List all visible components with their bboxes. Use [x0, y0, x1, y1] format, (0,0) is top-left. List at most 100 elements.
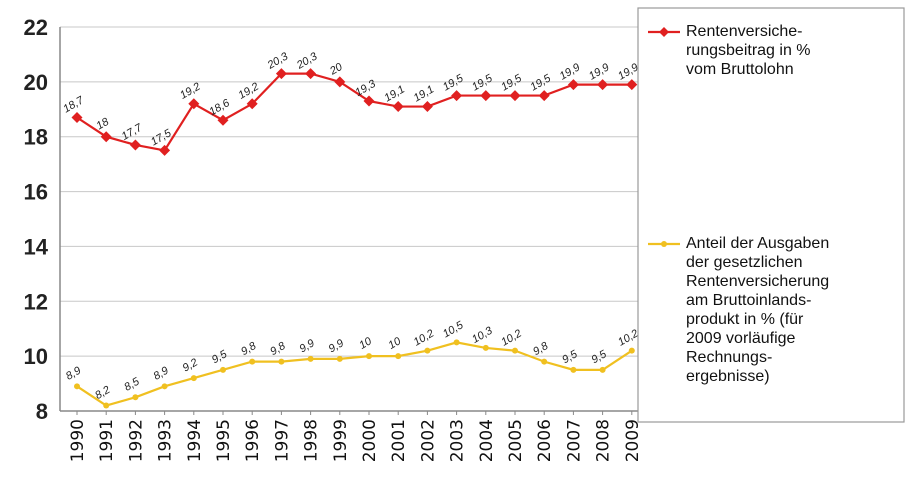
x-tick-label-2001: 2001 [389, 419, 409, 462]
series-2-data-label-2003: 10,5 [441, 319, 466, 341]
series-2-data-label-2005: 10,2 [499, 328, 524, 349]
legend-label-2-line-1: Anteil der Ausgaben [686, 235, 829, 252]
series-1-point-2008 [597, 79, 609, 91]
legend-swatch-marker-1 [659, 27, 669, 37]
x-tick-label-1992: 1992 [126, 419, 146, 462]
x-tick-label-1995: 1995 [214, 419, 234, 462]
y-tick-label-16: 16 [24, 180, 48, 205]
series-2-data-label-1997: 9,8 [268, 340, 288, 358]
series-1-point-2001 [392, 101, 404, 113]
series-2 [74, 339, 635, 409]
series-2-data-label-1993: 8,9 [151, 365, 170, 383]
legend-entry-2: Anteil der Ausgaben der gesetzlichen Rente… [648, 235, 829, 385]
legend-label-2-line-7: Rechnungs- [686, 349, 772, 366]
series-1-point-1998 [305, 68, 317, 80]
series-1-data-label-2009: 19,9 [616, 61, 641, 82]
axis-layer: 8 10 12 14 16 18 20 22 1990 1991 1992 1993 1994 1995 1… [24, 15, 643, 462]
x-tick-label-1999: 1999 [331, 419, 351, 462]
series-2-data-label-2007: 9,5 [560, 348, 580, 366]
series-2-point-1999 [336, 355, 343, 362]
legend-label-2-line-2: der gesetzlichen [686, 254, 803, 271]
series-1-point-1992 [129, 139, 141, 151]
legend-label-2-line-3: Rentenversicherung [686, 273, 829, 290]
series-2-data-label-1995: 9,5 [210, 348, 230, 366]
series-1-data-label-2003: 19,5 [441, 72, 466, 94]
series-2-point-2007 [570, 366, 577, 373]
x-tick-label-2000: 2000 [360, 419, 380, 462]
series-1-point-1990 [71, 112, 83, 124]
series-2-point-1997 [278, 358, 285, 365]
series-2-point-2006 [541, 358, 548, 365]
x-tick-label-2008: 2008 [594, 419, 614, 462]
series-2-point-2001 [395, 353, 402, 360]
series-2-data-label-1996: 9,8 [239, 340, 259, 358]
x-tick-label-2007: 2007 [564, 419, 584, 462]
series-2-point-1992 [132, 394, 139, 401]
y-tick-label-14: 14 [24, 234, 49, 259]
series-2-point-2009 [628, 347, 635, 354]
legend-label-2-line-6: 2009 vorläufige [686, 330, 796, 347]
x-tick-label-1993: 1993 [156, 419, 176, 462]
series-2-data-label-2008: 9,5 [589, 348, 609, 366]
series-2-point-1998 [307, 355, 314, 362]
y-tick-label-10: 10 [24, 344, 48, 369]
series-2-point-2005 [512, 347, 518, 354]
series-2-data-label-2006: 9,8 [531, 340, 551, 358]
series-layer [71, 68, 638, 409]
series-1-data-label-2005: 19,5 [499, 72, 524, 94]
series-1-data-label-1990: 18,7 [61, 94, 86, 116]
x-tick-label-2004: 2004 [477, 419, 497, 462]
series-1-point-2005 [509, 90, 521, 102]
data-label-layer: 18,718 17,7 17,519,218,619,220,3 20,3 2019,3… [61, 50, 640, 402]
series-1-point-1996 [246, 98, 258, 110]
x-tick-label-1998: 1998 [302, 419, 322, 462]
series-2-data-label-2004: 10,3 [470, 324, 495, 346]
series-1-data-label-1993: 17,5 [149, 127, 174, 149]
x-tick-label-2006: 2006 [535, 419, 555, 462]
series-1 [71, 68, 638, 156]
series-2-data-label-1998: 9,9 [297, 337, 316, 355]
series-1-point-2006 [538, 90, 550, 102]
series-1-point-2003 [451, 90, 463, 102]
series-1-point-1994 [188, 98, 200, 110]
x-tick-label-1996: 1996 [243, 419, 263, 462]
series-2-data-label-2000: 10 [357, 335, 374, 352]
series-2-point-1994 [190, 375, 197, 382]
legend-box [637, 7, 905, 423]
series-1-data-label-2002: 19,1 [412, 83, 437, 104]
series-1-data-label-2007: 19,9 [558, 61, 583, 82]
series-1-point-2004 [480, 90, 492, 102]
y-tick-label-22: 22 [24, 15, 48, 40]
series-2-point-2004 [482, 344, 489, 351]
series-2-point-1993 [161, 383, 168, 390]
y-tick-label-12: 12 [24, 289, 48, 314]
series-1-point-1997 [275, 68, 287, 80]
legend: Rentenversiche-rungsbeitrag in % vom Brut… [637, 7, 905, 423]
series-1-point-2009 [626, 79, 638, 91]
y-tick-label-8: 8 [36, 399, 48, 424]
legend-swatch-marker-2 [661, 241, 667, 247]
y-tick-label-20: 20 [24, 70, 48, 95]
series-1-point-2000 [363, 95, 375, 107]
legend-label-2-line-5: produkt in % (für [686, 311, 804, 328]
series-2-data-label-1992: 8,5 [122, 375, 142, 393]
series-2-data-label-1999: 9,9 [327, 337, 346, 355]
x-tick-label-2005: 2005 [506, 419, 526, 462]
legend-label-2-line-8: ergebnisse) [686, 368, 770, 385]
x-tick-label-2002: 2002 [418, 419, 438, 462]
series-1-point-1993 [159, 144, 171, 156]
series-2-point-1995 [220, 366, 226, 373]
series-1-data-label-1999: 20 [327, 61, 345, 78]
legend-entry-1: Rentenversiche-rungsbeitrag in % vom Brut… [648, 23, 811, 78]
series-2-point-1991 [103, 402, 110, 409]
series-2-data-label-2002: 10,2 [412, 328, 437, 349]
x-tick-label-1990: 1990 [68, 419, 88, 462]
legend-label-1-line-3: vom Bruttolohn [686, 61, 794, 78]
series-1-data-label-2008: 19,9 [587, 61, 612, 82]
x-tick-label-1991: 1991 [97, 419, 117, 462]
series-1-data-label-1992: 17,7 [120, 121, 145, 143]
x-tick-label-2003: 2003 [448, 419, 468, 462]
x-tick-label-1997: 1997 [272, 419, 292, 462]
series-1-data-label-2004: 19,5 [470, 72, 495, 94]
